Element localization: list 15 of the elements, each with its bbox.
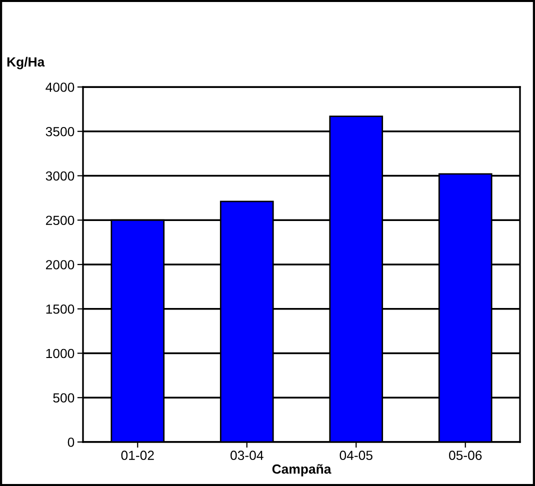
x-tick-label: 03-04	[230, 450, 264, 460]
x-tick-label: 04-05	[340, 450, 372, 460]
y-tick-label: 1500	[46, 304, 74, 314]
y-tick-label: 3000	[46, 171, 74, 181]
y-tick-label: 500	[53, 393, 74, 403]
y-tick-label: 2000	[46, 260, 74, 270]
y-tick-label: 1000	[46, 348, 74, 358]
x-tick-label: 01-02	[121, 450, 154, 460]
x-tick-label: 05-06	[449, 450, 482, 460]
y-tick-label: 0	[68, 438, 74, 447]
y-tick-label: 3500	[46, 126, 74, 136]
x-axis-title: Campaña	[272, 464, 332, 476]
y-tick-label: 4000	[46, 82, 74, 92]
y-axis-title: Kg/Ha	[7, 56, 45, 70]
y-tick-label: 2500	[46, 216, 74, 226]
